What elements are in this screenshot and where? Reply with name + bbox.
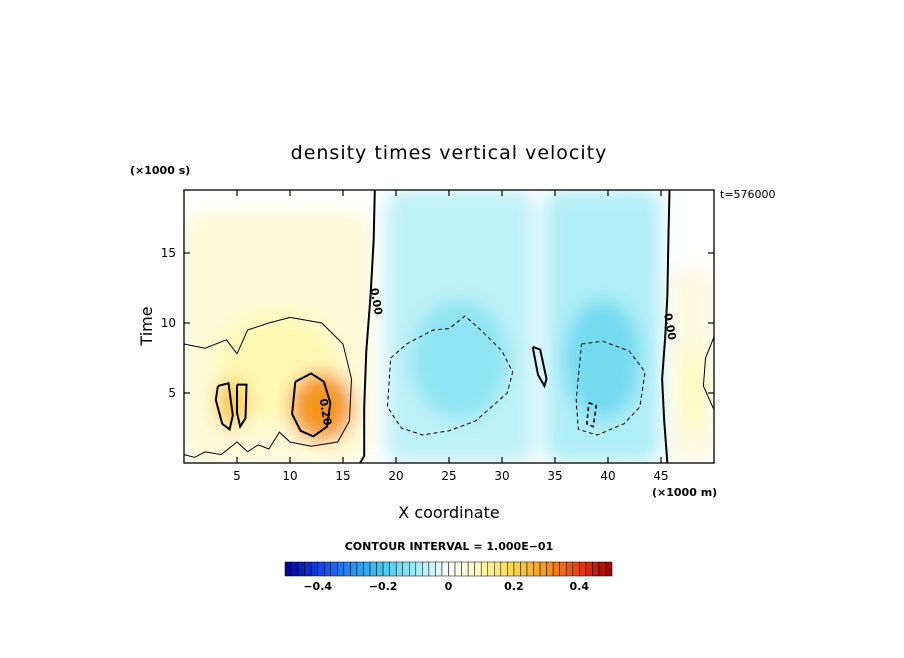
x-tick-label-2: 15 <box>335 469 350 483</box>
colorbar-cell-11 <box>357 562 364 576</box>
colorbar-cell-42 <box>560 562 567 576</box>
x-tick-label-1: 10 <box>282 469 297 483</box>
colorbar-tick-label-1: −0.2 <box>369 580 398 593</box>
colorbar-cell-5 <box>318 562 325 576</box>
field-shading <box>184 190 714 463</box>
colorbar-cell-40 <box>547 562 554 576</box>
colorbar-cell-22 <box>429 562 436 576</box>
colorbar-cell-31 <box>488 562 495 576</box>
x-tick-label-4: 25 <box>441 469 456 483</box>
colorbar-cell-35 <box>514 562 521 576</box>
y-tick-label-2: 15 <box>161 246 176 260</box>
colorbar-cell-44 <box>573 562 580 576</box>
colorbar-cell-14 <box>377 562 384 576</box>
contour-field <box>184 190 714 463</box>
colorbar-cell-1 <box>292 562 299 576</box>
plot-page: density times vertical velocity (×1000 s… <box>0 0 904 654</box>
colorbar-cell-16 <box>390 562 397 576</box>
x-tick-label-3: 20 <box>388 469 403 483</box>
colorbar-cell-47 <box>592 562 599 576</box>
colorbar-cell-32 <box>494 562 501 576</box>
y-unit-label: (×1000 s) <box>130 164 190 177</box>
field-core-5 <box>679 345 707 431</box>
colorbar-cell-4 <box>311 562 318 576</box>
colorbar-cell-46 <box>586 562 593 576</box>
x-tick-label-6: 35 <box>547 469 562 483</box>
colorbar-tick-label-4: 0.4 <box>570 580 590 593</box>
colorbar-cell-38 <box>534 562 541 576</box>
colorbar-cell-49 <box>605 562 612 576</box>
colorbar-cell-39 <box>540 562 547 576</box>
contour-figure: density times vertical velocity (×1000 s… <box>0 0 904 654</box>
colorbar-cell-0 <box>285 562 292 576</box>
colorbar-cell-12 <box>363 562 370 576</box>
x-axis-label: X coordinate <box>398 503 499 522</box>
colorbar-cell-30 <box>481 562 488 576</box>
colorbar-tick-label-3: 0.2 <box>504 580 524 593</box>
y-tick-label-1: 10 <box>161 316 176 330</box>
colorbar-cell-41 <box>553 562 560 576</box>
colorbar-cell-10 <box>350 562 357 576</box>
colorbar-cell-33 <box>501 562 508 576</box>
colorbar-cell-7 <box>331 562 338 576</box>
colorbar: −0.4 −0.2 0 0.2 0.4 <box>285 562 612 593</box>
colorbar-cell-21 <box>422 562 429 576</box>
x-tick-label-0: 5 <box>233 469 241 483</box>
colorbar-cell-2 <box>298 562 305 576</box>
colorbar-cell-23 <box>435 562 442 576</box>
colorbar-cell-43 <box>566 562 573 576</box>
x-tick-label-5: 30 <box>494 469 509 483</box>
x-tick-label-8: 45 <box>653 469 668 483</box>
colorbar-cell-15 <box>383 562 390 576</box>
colorbar-tick-label-0: −0.4 <box>303 580 332 593</box>
colorbar-cell-8 <box>337 562 344 576</box>
time-stamp: t=576000 <box>720 188 776 201</box>
colorbar-cell-17 <box>396 562 403 576</box>
contour-interval-label: CONTOUR INTERVAL = 1.000E−01 <box>345 540 554 553</box>
colorbar-cell-28 <box>468 562 475 576</box>
colorbar-cell-13 <box>370 562 377 576</box>
colorbar-cell-45 <box>579 562 586 576</box>
colorbar-cell-27 <box>462 562 469 576</box>
colorbar-cell-20 <box>416 562 423 576</box>
colorbar-cell-24 <box>442 562 449 576</box>
colorbar-cell-37 <box>527 562 534 576</box>
colorbar-cell-19 <box>409 562 416 576</box>
y-tick-label-0: 5 <box>168 386 176 400</box>
colorbar-cell-26 <box>455 562 462 576</box>
colorbar-tick-label-2: 0 <box>445 580 453 593</box>
colorbar-cell-6 <box>324 562 331 576</box>
colorbar-cell-18 <box>403 562 410 576</box>
x-unit-label: (×1000 m) <box>652 486 717 499</box>
x-tick-label-7: 40 <box>600 469 615 483</box>
colorbar-cell-29 <box>475 562 482 576</box>
colorbar-cell-3 <box>305 562 312 576</box>
colorbar-cell-25 <box>449 562 456 576</box>
field-core-4 <box>564 299 641 419</box>
colorbar-cell-48 <box>599 562 606 576</box>
chart-title: density times vertical velocity <box>291 142 608 164</box>
colorbar-cell-9 <box>344 562 351 576</box>
colorbar-cell-34 <box>507 562 514 576</box>
y-axis-label: Time <box>137 306 156 346</box>
field-core-3 <box>411 299 509 419</box>
colorbar-cell-36 <box>520 562 527 576</box>
